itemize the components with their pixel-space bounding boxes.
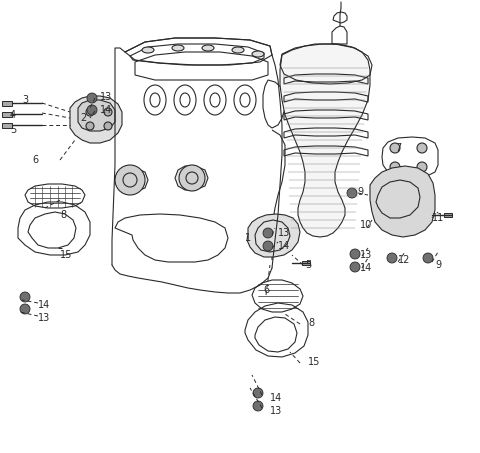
Text: 8: 8 [60, 210, 66, 220]
Ellipse shape [142, 47, 154, 53]
Circle shape [253, 401, 263, 411]
Circle shape [387, 253, 397, 263]
Text: 3: 3 [22, 95, 28, 105]
Circle shape [263, 228, 273, 238]
Text: 13: 13 [270, 406, 282, 416]
Circle shape [86, 108, 94, 116]
Circle shape [390, 143, 400, 153]
Circle shape [390, 162, 400, 172]
Circle shape [87, 93, 97, 103]
Polygon shape [115, 168, 148, 192]
Circle shape [87, 105, 97, 115]
Text: 6: 6 [263, 285, 269, 295]
Circle shape [423, 253, 433, 263]
Text: 12: 12 [398, 255, 410, 265]
Circle shape [179, 165, 205, 191]
Text: 14: 14 [100, 105, 112, 115]
Text: 13: 13 [100, 92, 112, 102]
Text: 6: 6 [32, 155, 38, 165]
Text: 1: 1 [245, 233, 251, 243]
FancyBboxPatch shape [2, 101, 12, 106]
Polygon shape [247, 214, 300, 257]
Circle shape [86, 122, 94, 130]
Text: 15: 15 [60, 250, 72, 260]
Circle shape [20, 292, 30, 302]
Text: 14: 14 [278, 241, 290, 251]
Polygon shape [175, 166, 208, 190]
Text: 14: 14 [38, 300, 50, 310]
Circle shape [350, 262, 360, 272]
Circle shape [350, 249, 360, 259]
Polygon shape [280, 44, 370, 237]
Circle shape [104, 108, 112, 116]
Text: 11: 11 [432, 213, 444, 223]
Circle shape [417, 162, 427, 172]
FancyBboxPatch shape [302, 261, 310, 265]
Text: 9: 9 [435, 260, 441, 270]
Text: 15: 15 [308, 357, 320, 367]
FancyBboxPatch shape [444, 213, 452, 217]
Polygon shape [78, 100, 115, 131]
Circle shape [347, 188, 357, 198]
Polygon shape [70, 96, 122, 143]
FancyBboxPatch shape [2, 122, 12, 127]
Circle shape [253, 388, 263, 398]
Circle shape [20, 304, 30, 314]
Text: 4: 4 [10, 110, 16, 120]
Text: 13: 13 [38, 313, 50, 323]
Ellipse shape [172, 45, 184, 51]
Text: 14: 14 [270, 393, 282, 403]
Text: 13: 13 [360, 250, 372, 260]
Text: 5: 5 [10, 125, 16, 135]
Polygon shape [370, 166, 435, 237]
Text: 2: 2 [80, 113, 86, 123]
Text: 5: 5 [305, 260, 311, 270]
Text: 10: 10 [360, 220, 372, 230]
Ellipse shape [232, 47, 244, 53]
Text: 7: 7 [395, 143, 401, 153]
Circle shape [115, 165, 145, 195]
Text: 13: 13 [278, 228, 290, 238]
Text: 8: 8 [308, 318, 314, 328]
Ellipse shape [252, 51, 264, 57]
Circle shape [417, 143, 427, 153]
Text: 14: 14 [360, 263, 372, 273]
FancyBboxPatch shape [2, 111, 12, 116]
Text: 9: 9 [357, 187, 363, 197]
Circle shape [263, 241, 273, 251]
Circle shape [104, 122, 112, 130]
Ellipse shape [202, 45, 214, 51]
